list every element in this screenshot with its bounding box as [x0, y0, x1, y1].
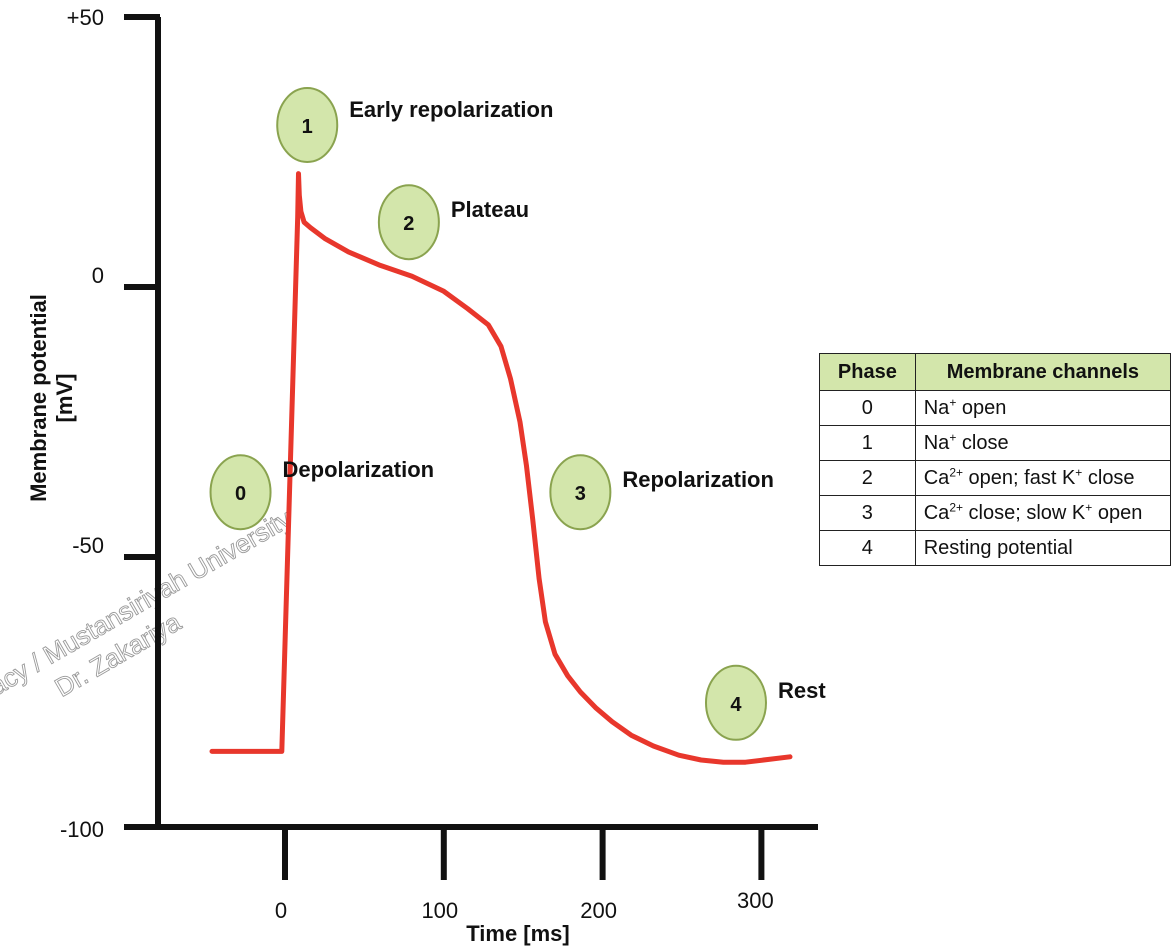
x-tick-label: 300	[737, 888, 774, 913]
y-axis-title: Membrane potential[mV]	[26, 294, 77, 502]
y-tick-label: +50	[67, 5, 104, 30]
y-tick-label: 0	[92, 263, 104, 288]
x-tick-label: 0	[275, 898, 287, 923]
cell-superscript: +	[949, 429, 957, 444]
table-header-row: Phase Membrane channels	[819, 353, 1171, 391]
phase-label: Early repolarization	[349, 97, 553, 122]
cell-text: open; fast K	[963, 466, 1076, 489]
phase-number: 0	[235, 483, 246, 505]
cell-text: open	[1092, 501, 1143, 524]
cell-text: open	[956, 396, 1007, 419]
cell-channels: Na+ open	[914, 390, 1171, 426]
phase-circle	[276, 87, 339, 163]
phase-label: Plateau	[451, 197, 529, 222]
cell-text: Ca	[923, 466, 950, 489]
phase-marker-4: 4 Rest	[704, 664, 826, 741]
phase-number: 2	[403, 213, 414, 235]
cell-text: Na	[923, 431, 950, 454]
phase-marker-1: 1 Early repolarization	[276, 87, 553, 163]
phase-circle	[209, 454, 272, 531]
phase-marker-2: 2 Plateau	[377, 184, 529, 261]
cell-text: Na	[923, 396, 950, 419]
cell-phase: 2	[819, 460, 916, 496]
cell-text: Ca	[923, 501, 950, 524]
cell-phase: 1	[819, 425, 916, 461]
watermark-line1: acy / Mustansiriyah University	[0, 503, 297, 701]
phase-circle	[549, 454, 612, 531]
cell-channels: Ca2+ open; fast K+ close	[914, 460, 1171, 496]
phase-circle	[377, 184, 440, 261]
table-row: 2 Ca2+ open; fast K+ close	[819, 460, 1171, 496]
phase-label: Depolarization	[283, 457, 435, 482]
cell-superscript: +	[949, 394, 957, 409]
cell-text: Resting potential	[923, 536, 1073, 559]
table-row: 3 Ca2+ close; slow K+ open	[819, 495, 1171, 531]
phase-circle	[704, 664, 767, 741]
cell-text: close	[956, 431, 1009, 454]
cell-superscript: 2+	[949, 464, 963, 479]
y-tick-label: -100	[60, 817, 104, 842]
table-row: 0 Na+ open	[819, 390, 1171, 426]
cell-phase: 4	[819, 530, 916, 566]
phase-label: Rest	[778, 678, 826, 703]
column-header-phase: Phase	[819, 353, 916, 391]
axes: +50 0 -50 -100 0 100 200 300	[60, 5, 818, 923]
x-tick-label: 100	[421, 898, 458, 923]
y-tick-label: -50	[72, 533, 104, 558]
cell-channels: Na+ close	[914, 425, 1171, 461]
cell-superscript: 2+	[949, 499, 963, 514]
phase-channels-table: Phase Membrane channels 0 Na+ open 1 Na+…	[819, 353, 1171, 566]
y-axis-title-line1: Membrane potential	[26, 294, 51, 502]
phase-marker-3: 3 Repolarization	[549, 454, 774, 531]
cell-text: close; slow K	[963, 501, 1086, 524]
phase-number: 4	[730, 694, 742, 716]
phase-markers: 0 Depolarization 1 Early repolarization 2 Pla…	[209, 87, 826, 741]
cell-phase: 3	[819, 495, 916, 531]
x-axis-title: Time [ms]	[466, 921, 570, 946]
column-header-channels: Membrane channels	[914, 353, 1171, 391]
cell-channels: Resting potential	[914, 530, 1171, 566]
cell-text: close	[1082, 466, 1135, 489]
y-axis-title-line2: [mV]	[52, 374, 77, 423]
cell-superscript: +	[1085, 499, 1093, 514]
cell-superscript: +	[1075, 464, 1083, 479]
phase-number: 1	[302, 116, 313, 138]
table-row: 4 Resting potential	[819, 530, 1171, 566]
phase-label: Repolarization	[622, 467, 774, 492]
phase-marker-0: 0 Depolarization	[209, 454, 435, 531]
action-potential-curve	[209, 171, 793, 765]
x-tick-label: 200	[580, 898, 617, 923]
phase-number: 3	[575, 483, 586, 505]
curve-layer	[209, 171, 793, 765]
cell-channels: Ca2+ close; slow K+ open	[914, 495, 1171, 531]
table-row: 1 Na+ close	[819, 425, 1171, 461]
cell-phase: 0	[819, 390, 916, 426]
